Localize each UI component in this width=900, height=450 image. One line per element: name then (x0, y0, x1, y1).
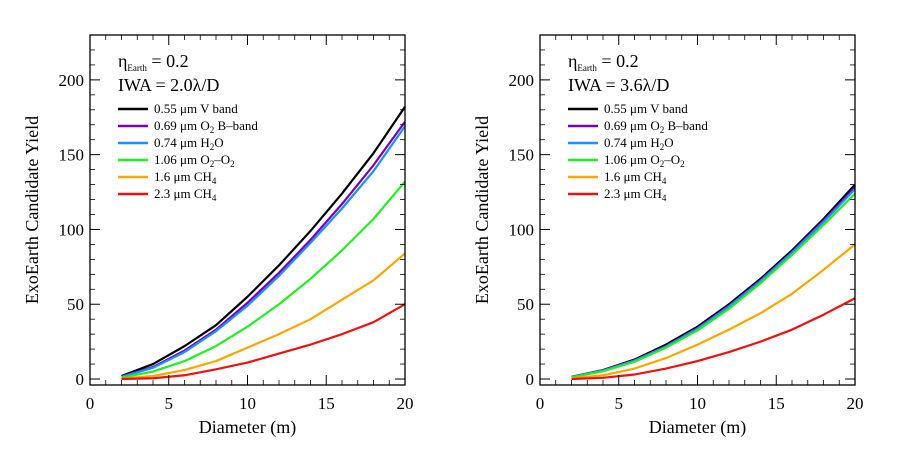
series-line-1 (121, 106, 406, 378)
eta-value: = 0.2 (147, 51, 189, 71)
y-tick-label: 50 (67, 295, 84, 314)
legend-text-part: –O (663, 152, 680, 167)
legend-subscript: 4 (212, 176, 217, 186)
legend-label-1: 0.55 μm V band (604, 101, 688, 116)
y-tick-label: 100 (509, 220, 535, 239)
eta-subscript: Earth (577, 63, 597, 73)
iwa-annotation: IWA = 3.6λ/D (568, 75, 669, 95)
x-axis-title: Diameter (m) (199, 417, 296, 438)
legend-text-part: 0.74 μm H (604, 135, 660, 150)
legend-subscript: 2 (210, 159, 215, 169)
series-line-2 (571, 186, 856, 378)
x-tick-label: 20 (397, 394, 414, 413)
legend-text-part: 2.3 μm CH (154, 186, 212, 201)
legend-text-part: B–band (664, 118, 708, 133)
y-tick-label: 200 (509, 71, 535, 90)
series-line-5 (571, 243, 856, 380)
eta-symbol: η (568, 51, 577, 71)
legend-text-part: O (214, 135, 223, 150)
legend-text-part: 1.6 μm CH (154, 169, 212, 184)
legend-label-3: 0.74 μm H2O (604, 135, 674, 152)
legend-label-4: 1.06 μm O2–O2 (604, 152, 685, 169)
series-line-3 (571, 188, 856, 379)
y-axis-title: ExoEarth Candidate Yield (22, 116, 42, 304)
legend-label-5: 1.6 μm CH4 (604, 169, 667, 186)
y-tick-label: 50 (517, 295, 534, 314)
x-tick-label: 20 (847, 394, 864, 413)
legend-label-3: 0.74 μm H2O (154, 135, 224, 152)
legend-subscript: 2 (660, 159, 665, 169)
legend-subscript: 2 (210, 125, 215, 135)
legend-label-2: 0.69 μm O2 B–band (604, 118, 708, 135)
x-tick-label: 15 (318, 394, 335, 413)
legend-text-part: 0.69 μm O (154, 118, 210, 133)
x-tick-label: 0 (536, 394, 545, 413)
y-tick-label: 0 (526, 370, 535, 389)
legend-text-part: 2.3 μm CH (604, 186, 662, 201)
eta-annotation: ηEarth = 0.2 (568, 51, 639, 73)
eta-value: = 0.2 (597, 51, 639, 71)
series-line-5 (121, 252, 406, 380)
x-tick-label: 5 (165, 394, 174, 413)
y-tick-label: 0 (76, 370, 85, 389)
series-line-1 (571, 183, 856, 378)
x-tick-label: 0 (86, 394, 95, 413)
legend-text-part: B–band (214, 118, 258, 133)
legend-text-part: 1.06 μm O (154, 152, 210, 167)
x-tick-label: 5 (615, 394, 624, 413)
legend-text-part: 1.6 μm CH (604, 169, 662, 184)
legend-label-4: 1.06 μm O2–O2 (154, 152, 235, 169)
legend-text-part: 0.74 μm H (154, 135, 210, 150)
legend-subscript: 2 (680, 159, 685, 169)
x-tick-label: 10 (689, 394, 706, 413)
legend-text-part: 1.06 μm O (604, 152, 660, 167)
series-line-3 (121, 125, 406, 378)
y-tick-label: 100 (59, 220, 85, 239)
y-axis-title: ExoEarth Candidate Yield (472, 116, 492, 304)
series-line-4 (121, 180, 406, 379)
y-tick-label: 150 (509, 146, 535, 165)
legend-label-6: 2.3 μm CH4 (154, 186, 217, 203)
legend-label-1: 0.55 μm V band (154, 101, 238, 116)
x-axis-title: Diameter (m) (649, 417, 746, 438)
legend-subscript: 2 (660, 125, 665, 135)
legend-subscript: 4 (212, 193, 217, 203)
eta-symbol: η (118, 51, 127, 71)
iwa-annotation: IWA = 2.0λ/D (118, 75, 219, 95)
legend-text-part: 0.69 μm O (604, 118, 660, 133)
legend-text-part: O (664, 135, 673, 150)
legend-text-part: –O (213, 152, 230, 167)
legend-label-2: 0.69 μm O2 B–band (154, 118, 258, 135)
legend-text-part: 0.55 μm V band (154, 101, 238, 116)
legend-text-part: 0.55 μm V band (604, 101, 688, 116)
legend-subscript: 2 (660, 142, 665, 152)
legend-subscript: 4 (662, 176, 667, 186)
legend-label-5: 1.6 μm CH4 (154, 169, 217, 186)
y-tick-label: 200 (59, 71, 85, 90)
eta-annotation: ηEarth = 0.2 (118, 51, 189, 73)
legend-subscript: 2 (210, 142, 215, 152)
legend-subscript: 4 (662, 193, 667, 203)
legend-label-6: 2.3 μm CH4 (604, 186, 667, 203)
series-line-4 (571, 192, 856, 379)
x-tick-label: 10 (239, 394, 256, 413)
eta-subscript: Earth (127, 63, 147, 73)
legend-subscript: 2 (230, 159, 235, 169)
y-tick-label: 150 (59, 146, 85, 165)
x-tick-label: 15 (768, 394, 785, 413)
